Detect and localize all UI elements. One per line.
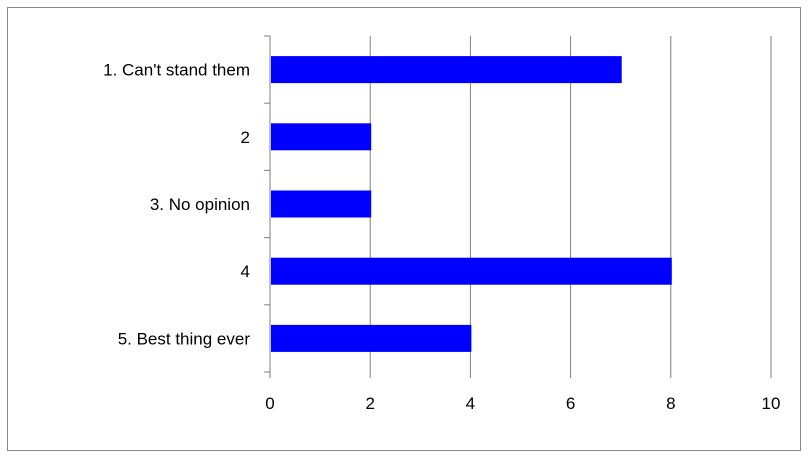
category-label: 2 bbox=[241, 128, 250, 147]
bar bbox=[271, 324, 472, 352]
bar bbox=[271, 190, 372, 218]
bar bbox=[271, 56, 622, 84]
x-tick-label: 6 bbox=[566, 394, 575, 413]
x-tick-label: 4 bbox=[466, 394, 475, 413]
category-label: 4 bbox=[241, 262, 250, 281]
x-tick-label: 0 bbox=[265, 394, 274, 413]
bars bbox=[271, 56, 672, 352]
x-tick-label: 10 bbox=[762, 394, 781, 413]
x-tick-label: 8 bbox=[666, 394, 675, 413]
category-label: 1. Can't stand them bbox=[103, 61, 250, 80]
bar bbox=[271, 257, 672, 285]
bar bbox=[271, 123, 372, 151]
grid-lines bbox=[369, 36, 772, 372]
category-label: 5. Best thing ever bbox=[118, 329, 251, 348]
tick-labels: 0 2 4 6 8 10 1. Can't stand them 2 3. No opinion… bbox=[103, 61, 780, 413]
category-label: 3. No opinion bbox=[150, 195, 250, 214]
axes bbox=[264, 35, 772, 378]
x-tick-label: 2 bbox=[365, 394, 374, 413]
